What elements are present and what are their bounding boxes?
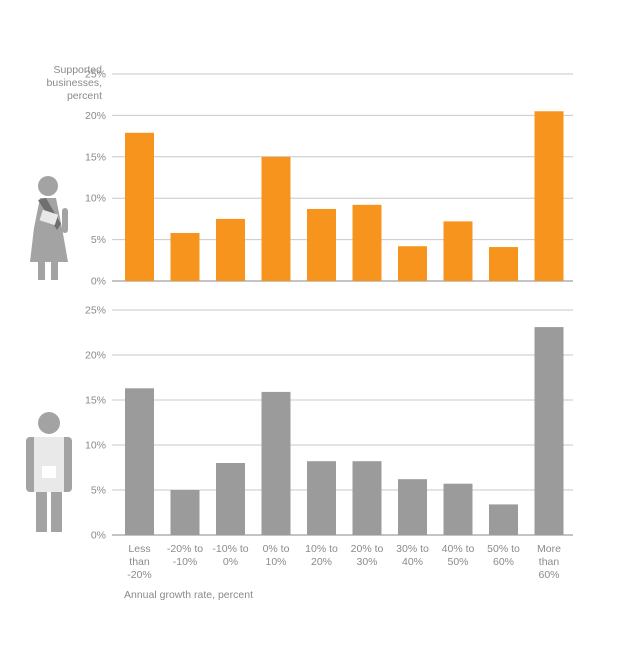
male-bar-9 (489, 504, 518, 535)
x-tick-label: 60% (493, 556, 514, 568)
female-bar-8 (443, 221, 473, 281)
female-bar-6 (352, 204, 382, 281)
x-axis-label: Annual growth rate, percent (124, 589, 253, 601)
x-tick-label: 0% (223, 556, 238, 568)
x-tick-label: 30% to (396, 543, 429, 555)
male-bar-8 (443, 483, 473, 535)
female-bar-4 (261, 156, 291, 281)
male-y-tick-label: 5% (91, 485, 106, 497)
x-tick-label: -10% (173, 556, 198, 568)
female-y-tick-label: 10% (85, 193, 106, 205)
female-bar-5 (307, 208, 336, 281)
male-bar-2 (170, 490, 200, 535)
man-icon (26, 412, 72, 532)
female-y-tick-label: 0% (91, 276, 106, 288)
male-y-tick-label: 0% (91, 530, 106, 542)
female-bar-7 (398, 246, 427, 281)
male-y-tick-label: 20% (85, 350, 106, 362)
male-bar-3 (216, 463, 245, 535)
x-tick-label: 40% (402, 556, 423, 568)
female-y-tick-label: 25% (85, 69, 106, 81)
x-tick-label: 20% (311, 556, 332, 568)
x-tick-label: More (537, 543, 561, 555)
x-tick-label: 40% to (442, 543, 475, 555)
x-tick-label: -10% to (212, 543, 248, 555)
male-bar-5 (307, 461, 336, 535)
x-tick-label: 30% (356, 556, 377, 568)
female-y-tick-label: 15% (85, 151, 106, 163)
male-bar-7 (398, 479, 427, 535)
x-tick-label: Less (128, 543, 150, 555)
male-y-tick-label: 10% (85, 440, 106, 452)
x-tick-label: 10% (265, 556, 286, 568)
female-bar-3 (216, 218, 245, 281)
male-y-tick-label: 25% (85, 305, 106, 317)
x-tick-label: 10% to (305, 543, 338, 555)
x-tick-label: than (539, 556, 560, 568)
x-tick-label: 50% to (487, 543, 520, 555)
male-y-tick-label: 15% (85, 395, 106, 407)
y-axis-label-line: businesses, (46, 77, 102, 89)
y-axis-label-line: percent (66, 90, 102, 102)
x-tick-label: 0% to (263, 543, 290, 555)
x-tick-label: -20% (127, 569, 152, 581)
female-bar-10 (534, 111, 564, 281)
x-tick-label: -20% to (167, 543, 203, 555)
x-tick-label: than (129, 556, 150, 568)
male-bar-4 (261, 391, 291, 535)
female-bar-1 (125, 132, 154, 281)
male-bar-1 (125, 388, 154, 535)
female-bar-2 (170, 232, 200, 281)
male-bar-6 (352, 461, 382, 535)
y-axis-label-line: Supported (53, 64, 102, 76)
x-tick-label: 50% (447, 556, 468, 568)
y-axis-label: Supported businesses, percent (47, 64, 102, 103)
x-tick-label: 60% (538, 569, 559, 581)
female-y-tick-label: 5% (91, 234, 106, 246)
charts-layer: 0%5%10%15%20%25%0%5%10%15%20%25%Lessthan… (85, 69, 573, 581)
male-bar-10 (534, 327, 564, 535)
female-y-tick-label: 20% (85, 110, 106, 122)
x-tick-label: 20% to (351, 543, 384, 555)
woman-icon (30, 176, 68, 280)
female-bar-9 (489, 247, 518, 281)
